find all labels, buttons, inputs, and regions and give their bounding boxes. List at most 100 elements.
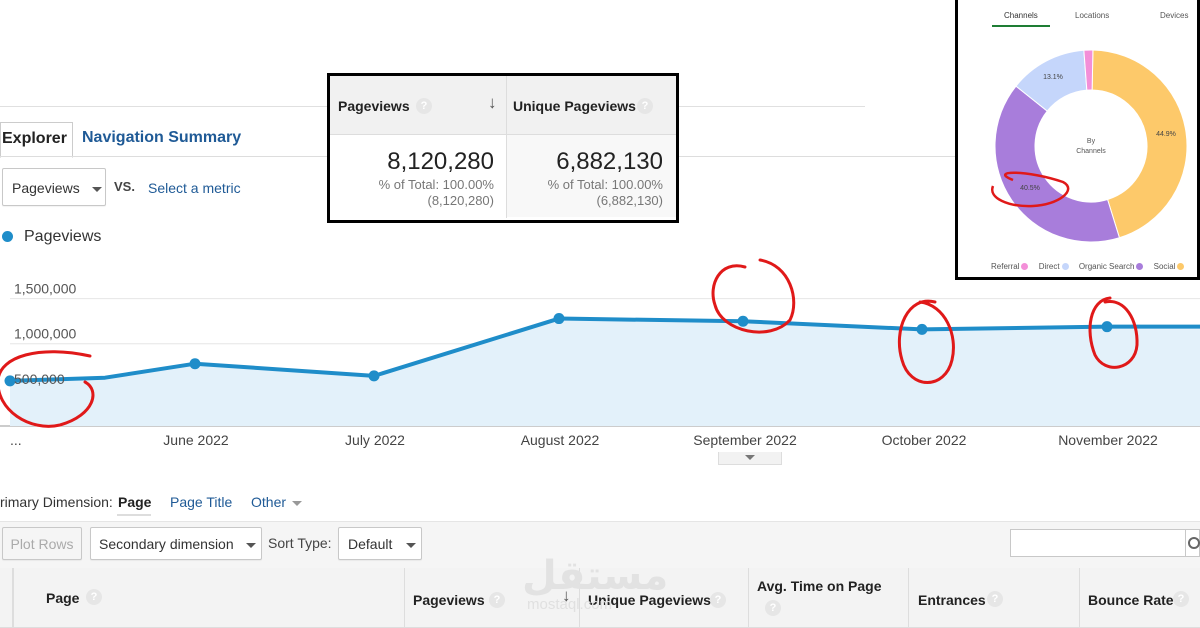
donut-tab-devices[interactable]: Devices: [1160, 11, 1189, 20]
secondary-dimension-select[interactable]: Secondary dimension: [90, 527, 262, 560]
select-metric-link[interactable]: Select a metric: [148, 180, 241, 196]
tab-navigation-summary[interactable]: Navigation Summary: [82, 129, 242, 146]
metric-select-value: Pageviews: [12, 180, 80, 196]
data-point[interactable]: [4, 375, 16, 387]
th-unique-pageviews-label: Unique Pageviews: [588, 592, 711, 608]
th-unique-pageviews[interactable]: Unique Pageviews ?: [579, 568, 748, 627]
th-bounce-rate[interactable]: Bounce Rate ?: [1079, 568, 1200, 627]
pageviews-total-value: 8,120,280: [387, 148, 494, 175]
red-annotation-circle: [0, 350, 95, 428]
chart-collapse-handle[interactable]: [718, 452, 782, 465]
y-tick-label: 500,000: [14, 371, 65, 387]
th-avg-time-label: Avg. Time on Page: [757, 578, 882, 594]
help-icon[interactable]: ?: [710, 592, 726, 608]
legend-social: Social: [1153, 262, 1176, 271]
th-bounce-rate-label: Bounce Rate: [1088, 592, 1174, 608]
legend-dot-organic-icon: [1136, 263, 1144, 271]
red-annotation-circle: [897, 299, 955, 384]
plot-rows-label: Plot Rows: [10, 536, 74, 552]
chevron-down-icon: [745, 455, 755, 460]
data-point[interactable]: [916, 323, 928, 335]
unique-pageviews-header-cell[interactable]: Unique Pageviews ?: [507, 76, 676, 135]
pageviews-chart: 1,500,000 1,000,000 500,000... June 2022 Jul…: [0, 258, 1200, 448]
primary-dimension-page[interactable]: Page: [118, 494, 152, 510]
th-pageviews[interactable]: Pageviews ? ↓: [404, 568, 579, 627]
donut-slice-referral[interactable]: [1083, 49, 1094, 91]
unique-pageviews-total-raw: (6,882,130): [596, 193, 664, 208]
sort-arrow-down-icon[interactable]: ↓: [562, 586, 571, 605]
help-icon[interactable]: ?: [1173, 591, 1189, 607]
help-icon[interactable]: ?: [416, 98, 432, 114]
table-search-button[interactable]: [1186, 529, 1200, 557]
plot-rows-button[interactable]: Plot Rows: [2, 527, 82, 560]
vs-label: VS.: [114, 179, 135, 194]
donut-label-direct: 13.1%: [1043, 74, 1063, 81]
data-point[interactable]: [737, 315, 749, 327]
legend-direct: Direct: [1038, 262, 1060, 271]
help-icon[interactable]: ?: [987, 591, 1003, 607]
donut-slice-social[interactable]: [1091, 49, 1188, 239]
chevron-down-icon: [245, 542, 256, 548]
donut-slice-organic-search[interactable]: [994, 85, 1121, 243]
data-point[interactable]: [189, 358, 201, 370]
tab-explorer[interactable]: Explorer: [0, 122, 73, 158]
watermark-logo: مستقل: [522, 554, 669, 598]
pageviews-header-cell[interactable]: Pageviews ? ↓: [330, 76, 507, 135]
legend-dot-direct-icon: [1061, 263, 1069, 271]
unique-pageviews-total-value: 6,882,130: [556, 148, 663, 175]
x-tick-label: ...: [10, 432, 22, 448]
data-point[interactable]: [1101, 321, 1113, 333]
pageviews-percent-total: % of Total: 100.00%: [378, 177, 494, 192]
pageviews-area: [10, 318, 1200, 426]
popup-col2-bg: [507, 135, 676, 217]
pageviews-total-raw: (8,120,280): [427, 193, 495, 208]
data-point[interactable]: [368, 370, 380, 382]
donut-tab-underline: [992, 25, 1050, 27]
pageviews-header: Pageviews: [338, 98, 410, 114]
help-icon[interactable]: ?: [637, 98, 653, 114]
metric-select[interactable]: Pageviews: [2, 168, 106, 206]
metrics-summary-popup: Pageviews ? ↓ Unique Pageviews ? 8,120,2…: [327, 73, 679, 223]
channels-donut-panel: Channels Locations Devices By Channels 1…: [955, 0, 1200, 280]
legend-organic-search: Organic Search: [1078, 262, 1135, 271]
sort-arrow-down-icon[interactable]: ↓: [488, 93, 497, 112]
legend-referral: Referral: [991, 262, 1020, 271]
legend-dot-social-icon: [1177, 263, 1185, 271]
donut-tab-channels[interactable]: Channels: [1004, 11, 1038, 20]
donut-tab-locations[interactable]: Locations: [1075, 11, 1110, 20]
donut-legend: Referral Direct Organic Search Social: [991, 262, 1185, 271]
th-avg-time-on-page[interactable]: Avg. Time on Page ?: [748, 568, 908, 627]
data-point[interactable]: [553, 313, 565, 325]
table-search-input[interactable]: [1010, 529, 1186, 557]
help-icon[interactable]: ?: [86, 589, 102, 605]
primary-dimension-page-title[interactable]: Page Title: [170, 494, 233, 510]
popup-col-divider: [506, 134, 507, 218]
x-tick-label: October 2022: [882, 432, 967, 448]
red-annotation-circle: [711, 258, 796, 334]
red-annotation-circle: [1088, 296, 1139, 369]
select-all-checkbox-cell[interactable]: [0, 568, 13, 627]
legend-dot-referral-icon: [1021, 263, 1029, 271]
x-tick-label: September 2022: [693, 432, 797, 448]
donut-center-line2: Channels: [1076, 148, 1106, 155]
unique-pageviews-header: Unique Pageviews: [513, 98, 636, 114]
chevron-down-icon: [406, 542, 417, 548]
primary-dimension-other-label: Other: [251, 494, 287, 510]
x-tick-label: June 2022: [163, 432, 229, 448]
th-entrances[interactable]: Entrances ?: [908, 568, 1079, 627]
th-pageviews-label: Pageviews: [413, 592, 485, 608]
x-tick-label: July 2022: [345, 432, 405, 448]
donut-label-organic: 40.5%: [1020, 185, 1040, 192]
help-icon[interactable]: ?: [489, 592, 505, 608]
sort-type-select[interactable]: Default: [338, 527, 422, 560]
chevron-down-icon: [291, 500, 302, 506]
primary-dimension-other[interactable]: Other: [251, 494, 302, 510]
primary-dimension-label: rimary Dimension:: [0, 494, 113, 510]
donut-center-line1: By: [1087, 138, 1096, 145]
x-tick-label: November 2022: [1058, 432, 1158, 448]
watermark-url: mostaql.com: [527, 596, 613, 613]
help-icon[interactable]: ?: [765, 600, 781, 616]
th-entrances-label: Entrances: [918, 592, 986, 608]
th-page[interactable]: Page ?: [13, 568, 404, 627]
y-tick-label: 1,500,000: [14, 281, 76, 297]
